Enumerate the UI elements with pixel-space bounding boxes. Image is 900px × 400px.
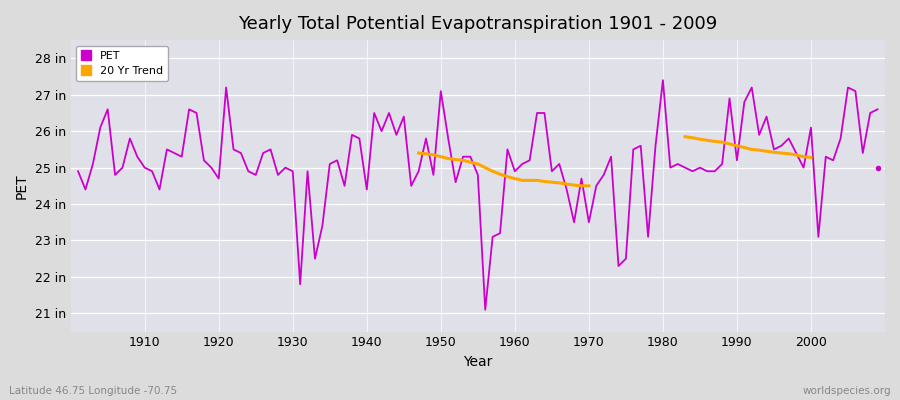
Text: Latitude 46.75 Longitude -70.75: Latitude 46.75 Longitude -70.75 <box>9 386 177 396</box>
Text: worldspecies.org: worldspecies.org <box>803 386 891 396</box>
X-axis label: Year: Year <box>464 355 492 369</box>
Y-axis label: PET: PET <box>15 173 29 199</box>
Legend: PET, 20 Yr Trend: PET, 20 Yr Trend <box>76 46 168 82</box>
Title: Yearly Total Potential Evapotranspiration 1901 - 2009: Yearly Total Potential Evapotranspiratio… <box>238 15 717 33</box>
